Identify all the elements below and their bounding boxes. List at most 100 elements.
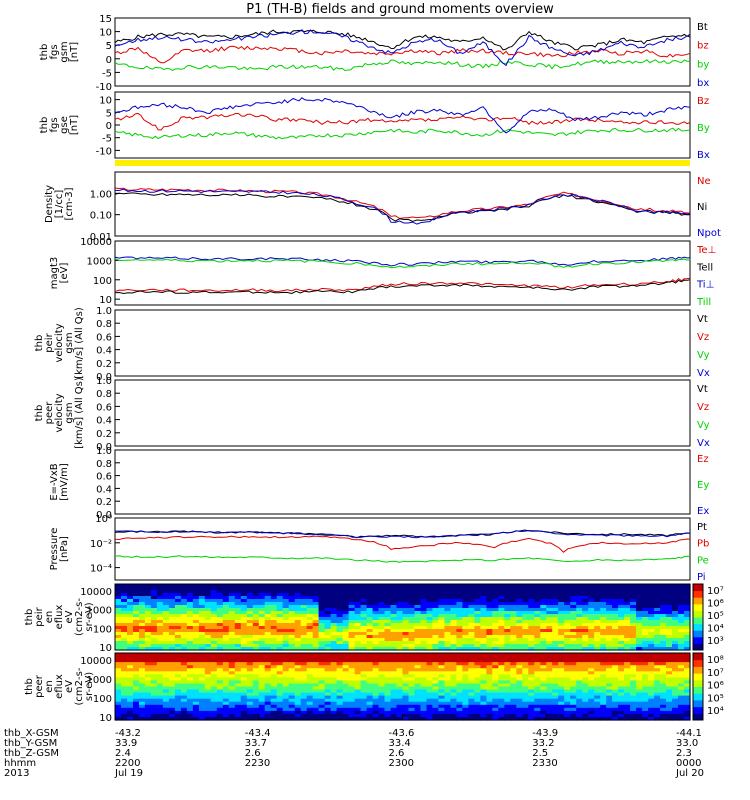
spectrogram-cell: [678, 656, 685, 660]
spectrogram-cell: [666, 659, 673, 663]
spectrogram-cell: [498, 707, 505, 712]
spectrogram-cell: [438, 629, 445, 633]
spectrogram-cell: [246, 632, 254, 636]
spectrogram-cell: [390, 611, 398, 615]
spectrogram-cell: [336, 659, 344, 663]
spectrogram-cell: [390, 677, 398, 681]
spectrogram-cell: [642, 659, 649, 663]
spectrogram-cell: [354, 671, 362, 675]
spectrogram-cell: [258, 596, 266, 600]
spectrogram-cell: [522, 638, 529, 642]
spectrogram-cell: [516, 701, 523, 706]
spectrogram-cell: [480, 605, 487, 609]
spectrogram-cell: [450, 713, 457, 718]
spectrogram-cell: [384, 590, 392, 594]
spectrogram-cell: [240, 641, 248, 645]
spectrogram-cell: [534, 590, 541, 594]
spectrogram-cell: [174, 644, 182, 648]
spectrogram-cell: [390, 707, 398, 712]
spectrogram-cell: [240, 626, 248, 630]
spectrogram-cell: [252, 596, 260, 600]
spectrogram-cell: [510, 617, 517, 621]
spectrogram-cell: [516, 587, 523, 591]
spectrogram-cell: [624, 635, 631, 639]
spectrogram-cell: [139, 644, 146, 648]
spectrogram-cell: [666, 710, 673, 715]
spectrogram-cell: [115, 641, 122, 645]
spectrogram-cell: [150, 641, 158, 645]
spectrogram-cell: [594, 665, 601, 669]
spectrogram-cell: [558, 653, 565, 657]
spectrogram-cell: [654, 599, 661, 603]
spectrogram-cell: [162, 611, 170, 615]
spectrogram-cell: [139, 671, 146, 675]
spectrogram-cell: [642, 632, 649, 636]
colorbar-tick-label: 10⁷: [707, 586, 724, 597]
orbit-value: 33.2: [532, 738, 554, 749]
spectrogram-cell: [270, 692, 278, 697]
spectrogram-cell: [150, 674, 158, 678]
spectrogram-cell: [684, 689, 691, 694]
spectrogram-cell: [366, 605, 374, 609]
spectrogram-cell: [474, 662, 481, 666]
spectrogram-cell: [648, 641, 655, 645]
spectrogram-cell: [528, 626, 535, 630]
spectrogram-cell: [264, 674, 272, 678]
spectrogram-cell: [330, 713, 338, 718]
spectrogram-cell: [426, 599, 434, 603]
spectrogram-cell: [462, 668, 469, 672]
spectrogram-cell: [288, 620, 296, 624]
spectrogram-cell: [522, 671, 529, 675]
spectrogram-cell: [414, 701, 422, 706]
spectrogram-cell: [174, 602, 182, 606]
spectrogram-cell: [624, 701, 631, 706]
spectrogram-cell: [300, 689, 308, 694]
spectrogram-cell: [336, 608, 344, 612]
spectrogram-cell: [552, 653, 559, 657]
spectrogram-cell: [372, 671, 380, 675]
spectrogram-cell: [240, 698, 248, 703]
spectrogram-cell: [552, 662, 559, 666]
spectrogram-cell: [462, 584, 469, 588]
spectrogram-cell: [648, 668, 655, 672]
spectrogram-cell: [288, 635, 296, 639]
spectrogram-cell: [133, 644, 140, 648]
spectrogram-cell: [198, 689, 206, 694]
spectrogram-cell: [438, 698, 445, 703]
spectrogram-cell: [306, 635, 314, 639]
spectrogram-cell: [121, 629, 128, 633]
spectrogram-cell: [264, 590, 272, 594]
spectrogram-cell: [480, 626, 487, 630]
spectrogram-cell: [144, 590, 152, 594]
orbit-value: 2200: [115, 758, 140, 769]
spectrogram-cell: [498, 662, 505, 666]
spectrogram-cell: [300, 695, 308, 700]
spectrogram-cell: [144, 641, 152, 645]
spectrogram-cell: [624, 680, 631, 684]
panel-frame: [114, 171, 691, 237]
spectrogram-cell: [666, 662, 673, 666]
spectrogram-cell: [612, 653, 619, 657]
spectrogram-cell: [246, 671, 254, 675]
spectrogram-cell: [330, 626, 338, 630]
spectrogram-cell: [198, 671, 206, 675]
spectrogram-cell: [522, 632, 529, 636]
spectrogram-cell: [198, 599, 206, 603]
spectrogram-cell: [318, 641, 326, 645]
spectrogram-cell: [324, 671, 332, 675]
spectrogram-cell: [390, 608, 398, 612]
spectrogram-cell: [264, 683, 272, 688]
spectrogram-cell: [474, 710, 481, 715]
spectrogram-cell: [378, 599, 386, 603]
spectrogram-cell: [330, 608, 338, 612]
spectrogram-cell: [312, 638, 320, 642]
spectrogram-cell: [534, 680, 541, 684]
spectrogram-cell: [258, 677, 266, 681]
spectrogram-cell: [127, 608, 134, 612]
spectrogram-cell: [666, 671, 673, 675]
spectrogram-cell: [492, 644, 499, 648]
spectrogram-cell: [540, 677, 547, 681]
spectrogram-cell: [204, 587, 212, 591]
spectrogram-cell: [636, 647, 643, 651]
spectrogram-cell: [480, 638, 487, 642]
